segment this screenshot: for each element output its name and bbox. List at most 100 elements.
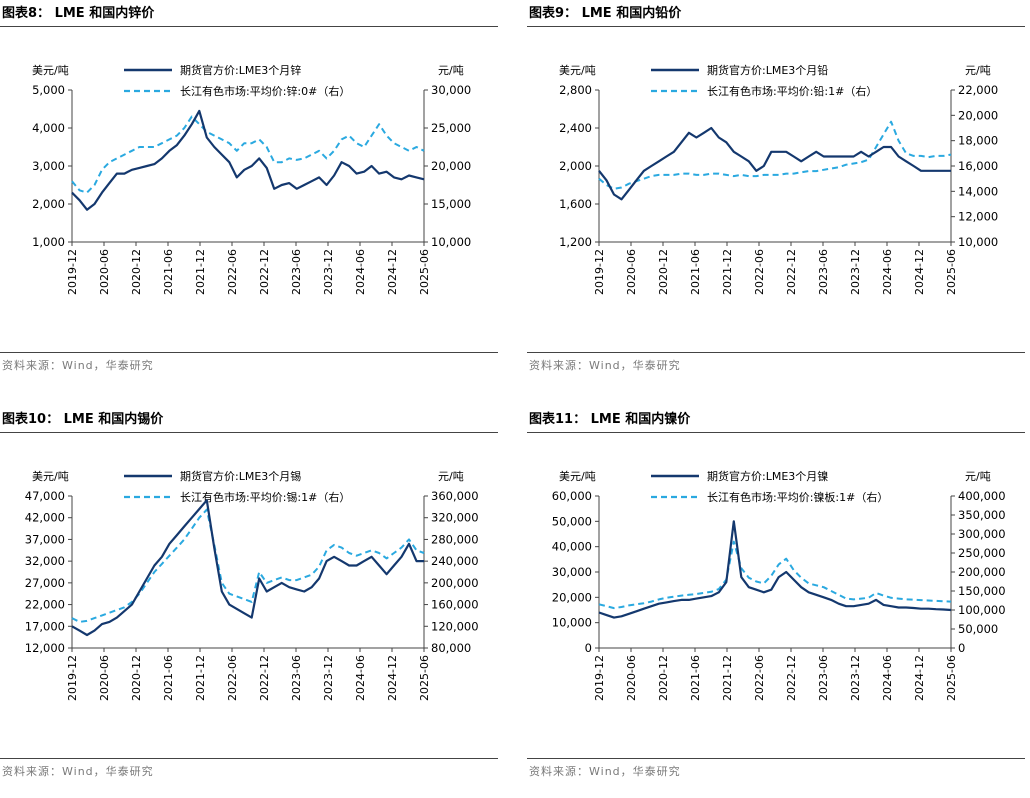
x-axis-tick-label: 2021-12 — [721, 249, 734, 295]
source-note: 资料来源：Wind，华泰研究 — [529, 765, 681, 778]
figure-title: 图表11： LME 和国内镍价 — [529, 412, 691, 427]
x-axis-tick-label: 2023-06 — [290, 249, 303, 295]
right-axis-tick-label: 50,000 — [958, 622, 998, 636]
left-axis-tick-label: 27,000 — [25, 576, 65, 590]
x-axis-tick-label: 2021-12 — [721, 655, 734, 701]
x-axis-tick-label: 2024-12 — [913, 249, 926, 295]
title-rule — [0, 26, 498, 27]
right-axis-tick-label: 280,000 — [431, 532, 479, 546]
x-axis-tick-label: 2020-12 — [130, 655, 143, 701]
left-axis-tick-label: 3,000 — [32, 159, 65, 173]
x-axis-tick-label: 2024-06 — [354, 249, 367, 295]
left-axis-tick-label: 12,000 — [25, 641, 65, 655]
x-axis-tick-label: 2021-12 — [194, 249, 207, 295]
right-axis-tick-label: 240,000 — [431, 554, 479, 568]
title-rule — [527, 26, 1025, 27]
x-axis-tick-label: 2020-06 — [625, 655, 638, 701]
right-axis-tick-label: 320,000 — [431, 511, 479, 525]
x-axis-tick-label: 2019-12 — [66, 249, 79, 295]
x-axis-tick-label: 2021-12 — [194, 655, 207, 701]
right-axis-tick-label: 120,000 — [431, 619, 479, 633]
right-axis-tick-label: 20,000 — [431, 159, 471, 173]
x-axis-tick-label: 2022-12 — [785, 249, 798, 295]
left-axis-tick-label: 10,000 — [552, 616, 592, 630]
source-note: 资料来源：Wind，华泰研究 — [2, 765, 154, 778]
right-axis-tick-label: 200,000 — [958, 565, 1006, 579]
left-axis-tick-label: 47,000 — [25, 489, 65, 503]
left-axis-unit: 美元/吨 — [559, 470, 596, 483]
left-axis-tick-label: 17,000 — [25, 619, 65, 633]
legend-label-changjiang: 长江有色市场:平均价:铅:1#（右） — [707, 84, 877, 98]
x-axis-tick-label: 2023-12 — [322, 249, 335, 295]
x-axis-tick-label: 2024-06 — [881, 655, 894, 701]
left-axis-tick-label: 30,000 — [552, 565, 592, 579]
x-axis-tick-label: 2023-06 — [817, 249, 830, 295]
x-axis-tick-label: 2025-06 — [418, 249, 431, 295]
source-rule — [0, 352, 498, 353]
figure-title: 图表9： LME 和国内铅价 — [529, 6, 682, 21]
legend-label-lme: 期货官方价:LME3个月镍 — [707, 469, 828, 483]
series-line-lme — [598, 126, 951, 201]
right-axis-tick-label: 30,000 — [431, 83, 471, 97]
source-rule — [527, 352, 1025, 353]
legend-label-changjiang: 长江有色市场:平均价:锡:1#（右） — [180, 490, 350, 504]
x-axis-tick-label: 2022-06 — [226, 249, 239, 295]
source-rule — [0, 758, 498, 759]
x-axis-tick-label: 2019-12 — [593, 655, 606, 701]
right-axis-tick-label: 250,000 — [958, 546, 1006, 560]
legend-label-changjiang: 长江有色市场:平均价:镍板:1#（右） — [707, 490, 888, 504]
x-axis-tick-label: 2019-12 — [593, 249, 606, 295]
x-axis-tick-label: 2022-12 — [258, 249, 271, 295]
right-axis-tick-label: 10,000 — [958, 235, 998, 249]
left-axis-tick-label: 20,000 — [552, 590, 592, 604]
title-rule — [527, 432, 1025, 433]
legend-label-lme: 期货官方价:LME3个月锌 — [180, 63, 301, 77]
left-axis-tick-label: 1,600 — [559, 197, 592, 211]
chart-panel-tin: 图表10： LME 和国内锡价 美元/吨 元/吨 期货官方价:LME3个月锡 长江有色… — [0, 406, 498, 798]
right-axis-tick-label: 15,000 — [431, 197, 471, 211]
x-axis-tick-label: 2024-12 — [913, 655, 926, 701]
source-rule — [527, 758, 1025, 759]
x-axis-tick-label: 2023-12 — [849, 249, 862, 295]
right-axis-tick-label: 150,000 — [958, 584, 1006, 598]
series-line-lme — [598, 520, 952, 619]
x-axis-tick-label: 2024-06 — [354, 655, 367, 701]
right-axis-tick-label: 350,000 — [958, 508, 1006, 522]
left-axis-tick-label: 4,000 — [32, 121, 65, 135]
x-axis-tick-label: 2024-12 — [386, 249, 399, 295]
right-axis-tick-label: 100,000 — [958, 603, 1006, 617]
x-axis-tick-label: 2023-12 — [322, 655, 335, 701]
x-axis-tick-label: 2022-12 — [785, 655, 798, 701]
right-axis-tick-label: 14,000 — [958, 184, 998, 198]
right-axis-tick-label: 18,000 — [958, 134, 998, 148]
legend-label-changjiang: 长江有色市场:平均价:锌:0#（右） — [180, 84, 350, 98]
left-axis-tick-label: 1,200 — [559, 235, 592, 249]
series-line-changjiang — [598, 540, 952, 610]
left-axis-tick-label: 2,000 — [32, 197, 65, 211]
right-axis-unit: 元/吨 — [438, 470, 464, 483]
right-axis-tick-label: 10,000 — [431, 235, 471, 249]
right-axis-tick-label: 25,000 — [431, 121, 471, 135]
x-axis-tick-label: 2021-06 — [689, 655, 702, 701]
left-axis-tick-label: 2,400 — [559, 121, 592, 135]
legend-label-lme: 期货官方价:LME3个月锡 — [180, 469, 301, 483]
x-axis-tick-label: 2020-12 — [657, 655, 670, 701]
x-axis-tick-label: 2023-12 — [849, 655, 862, 701]
x-axis-tick-label: 2024-12 — [386, 655, 399, 701]
right-axis-tick-label: 400,000 — [958, 489, 1006, 503]
left-axis-tick-label: 0 — [585, 641, 592, 655]
right-axis-tick-label: 12,000 — [958, 210, 998, 224]
left-axis-tick-label: 42,000 — [25, 511, 65, 525]
right-axis-tick-label: 0 — [958, 641, 965, 655]
right-axis-tick-label: 22,000 — [958, 83, 998, 97]
right-axis-tick-label: 360,000 — [431, 489, 479, 503]
x-axis-tick-label: 2022-06 — [753, 249, 766, 295]
left-axis-tick-label: 40,000 — [552, 540, 592, 554]
legend-label-lme: 期货官方价:LME3个月铅 — [707, 63, 828, 77]
x-axis-tick-label: 2020-06 — [98, 249, 111, 295]
right-axis-unit: 元/吨 — [965, 64, 991, 77]
left-axis-unit: 美元/吨 — [559, 64, 596, 77]
